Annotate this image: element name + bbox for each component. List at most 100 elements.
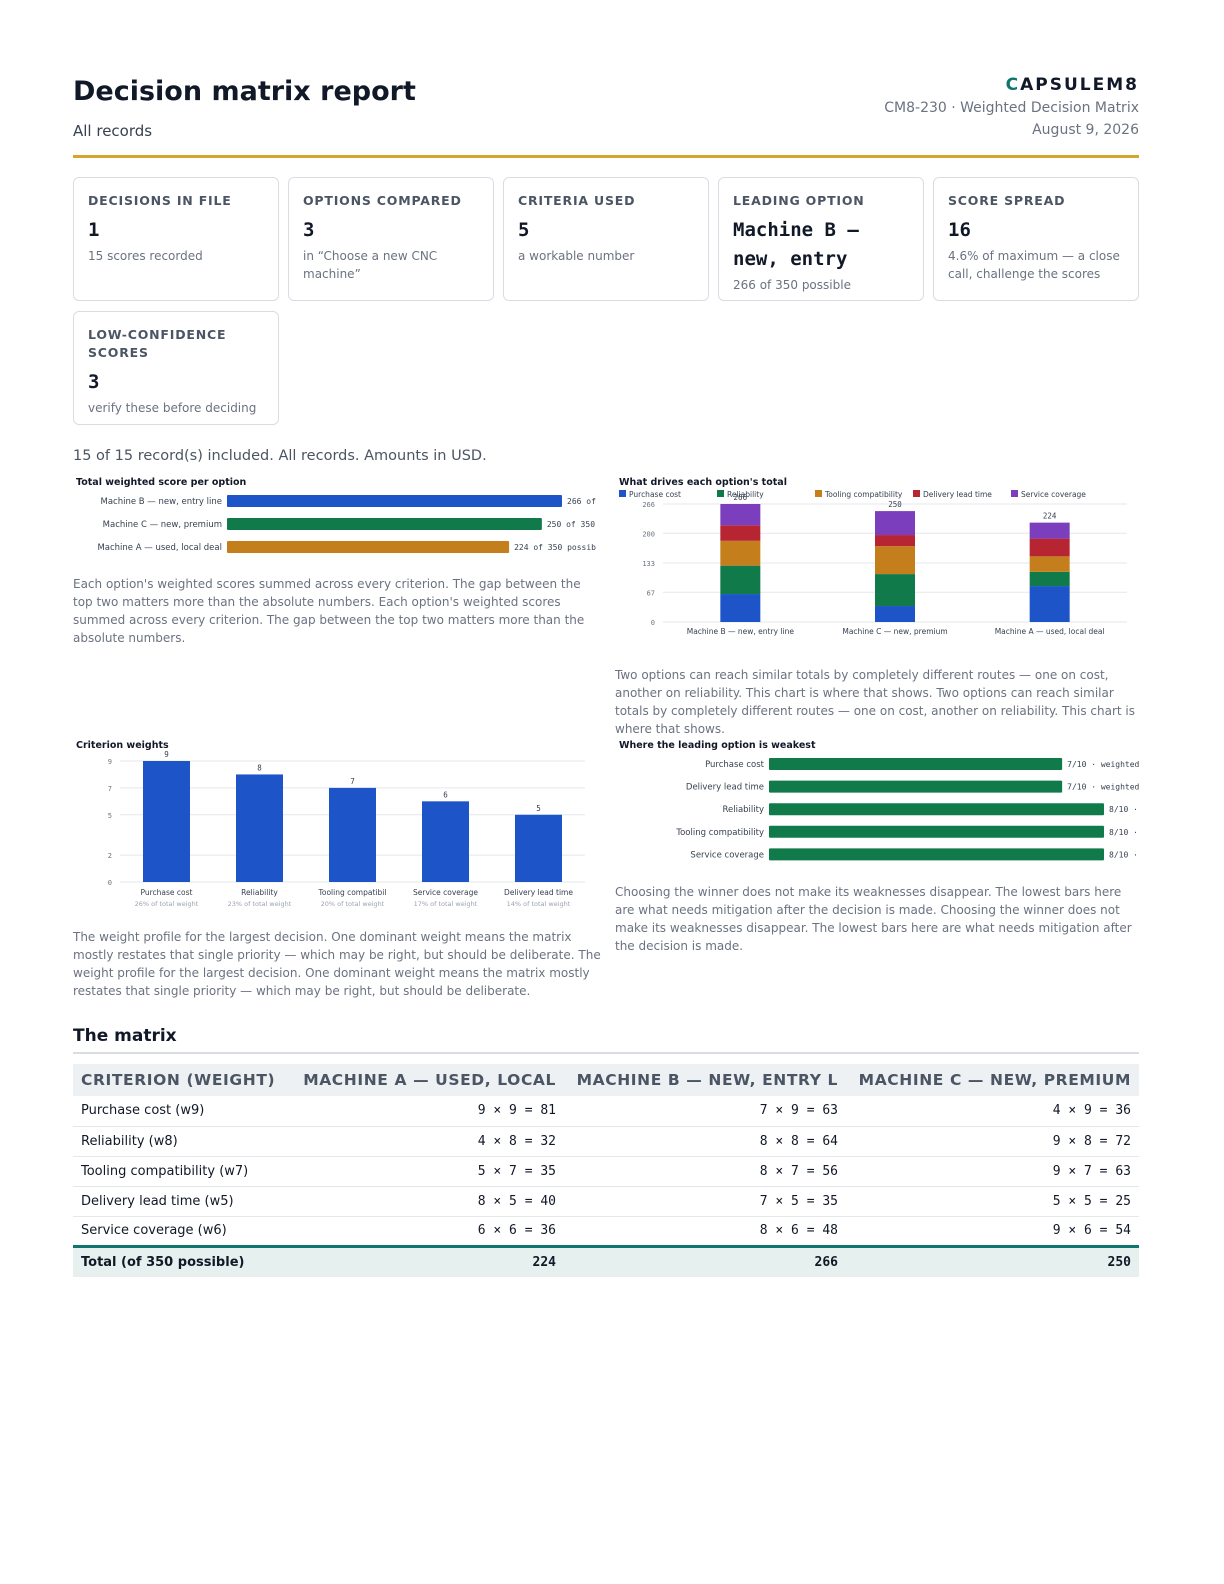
total-cell: 250	[846, 1244, 1139, 1277]
kpi-card-options: Options compared 3 in “Choose a new CNC …	[288, 177, 494, 301]
weight-bar	[236, 774, 283, 882]
legend-swatch	[1011, 490, 1018, 497]
y-tick-label: 133	[642, 560, 655, 568]
value-label: 8/10 ·	[1109, 828, 1138, 837]
score-bar	[769, 803, 1104, 816]
score-cell: 8 × 5 = 40	[295, 1186, 565, 1217]
criterion-cell: Tooling compatibility (w7)	[73, 1156, 296, 1187]
total-row: Total (of 350 possible) 224 266 250	[73, 1244, 1139, 1277]
brand-mark: C	[1005, 75, 1021, 95]
category-label: Machine C — new, premium	[842, 627, 947, 636]
report-date: August 9, 2026	[1032, 122, 1139, 138]
stacked-segment	[720, 594, 761, 622]
category-label: Machine B — new, entry line	[100, 497, 222, 507]
share-label: 20% of total weight	[321, 900, 385, 908]
share-label: 23% of total weight	[228, 900, 292, 908]
value-label: 5	[536, 804, 541, 813]
category-label: Purchase cost	[705, 760, 765, 770]
stacked-segment	[720, 525, 761, 541]
value-label: 6	[443, 790, 448, 799]
total-bar	[227, 541, 510, 553]
category-label: Tooling compatibility	[675, 828, 764, 838]
weight-bar	[515, 814, 562, 882]
category-label: Machine B — new, entry line	[687, 627, 795, 636]
kpi-note: in “Choose a new CNC machine”	[303, 249, 438, 281]
category-label: Service coverage	[690, 850, 764, 860]
weights-chart-caption: The weight profile for the largest decis…	[73, 930, 601, 998]
legend-swatch	[913, 490, 920, 497]
legend-label: Tooling compatibility	[824, 490, 903, 499]
value-label: 9	[164, 750, 169, 759]
score-bar	[769, 848, 1104, 861]
matrix-section-title: The matrix	[73, 1026, 1139, 1054]
kpi-card-criteria: Criteria used 5 a workable number	[503, 177, 709, 301]
kpi-card-low-confidence: Low-confidence scores 3 verify these bef…	[73, 311, 279, 425]
value-label: 8/10 ·	[1109, 850, 1138, 859]
page-title: Decision matrix report	[73, 76, 416, 107]
weight-bar	[422, 801, 469, 882]
kpi-value: 16	[948, 219, 971, 241]
stacked-segment	[1029, 538, 1070, 557]
score-cell: 8 × 6 = 48	[564, 1216, 847, 1247]
stacked-segment	[1029, 571, 1070, 587]
document-reference: CM8-230 · Weighted Decision Matrix	[884, 100, 1139, 116]
table-header-row: Criterion (weight) Machine A — used, loc…	[73, 1064, 1139, 1096]
value-label: 7/10 · weighted	[1067, 760, 1139, 769]
criterion-cell: Purchase cost (w9)	[73, 1096, 296, 1127]
drivers-chart: Purchase cost Reliability Tooling compatib…	[619, 490, 1127, 636]
score-bar	[769, 780, 1063, 793]
kpi-label: Low-confidence scores	[88, 327, 227, 360]
stacked-segment	[875, 606, 915, 622]
total-bar	[227, 495, 562, 507]
table-row: Delivery lead time (w5) 8 × 5 = 40 7 × 5…	[73, 1186, 1139, 1217]
y-tick-label: 7	[108, 785, 112, 793]
decision-matrix-table: Criterion (weight) Machine A — used, loc…	[73, 1064, 1139, 1277]
score-cell: 5 × 7 = 35	[295, 1156, 565, 1187]
weight-bar	[143, 761, 190, 882]
score-cell: 6 × 6 = 36	[295, 1216, 565, 1247]
y-tick-label: 67	[647, 589, 655, 597]
kpi-card-score-spread: Score spread 16 4.6% of maximum — a clos…	[933, 177, 1139, 301]
legend-label: Service coverage	[1021, 490, 1086, 499]
stacked-segment	[875, 574, 915, 607]
legend-swatch	[815, 490, 822, 497]
y-tick-label: 0	[651, 619, 655, 627]
column-header: Machine C — new, premium	[846, 1064, 1139, 1096]
kpi-note: 15 scores recorded	[88, 249, 203, 263]
value-label: 250 of 350	[547, 520, 595, 529]
category-label: Machine A — used, local deal	[995, 627, 1105, 636]
value-label: 224 of 350 possib	[514, 543, 596, 552]
y-tick-label: 9	[108, 758, 112, 766]
score-cell: 8 × 7 = 56	[564, 1156, 847, 1187]
table-row: Service coverage (w6) 6 × 6 = 36 8 × 6 =…	[73, 1216, 1139, 1247]
brand-logo: CAPSULEM8	[1006, 75, 1139, 95]
y-tick-label: 200	[642, 530, 655, 538]
totals-chart-caption: Each option's weighted scores summed acr…	[73, 577, 585, 645]
kpi-label: Criteria used	[518, 193, 636, 208]
records-summary: 15 of 15 record(s) included. All records…	[73, 448, 487, 464]
stacked-segment	[720, 540, 761, 566]
totals-chart: Machine B — new, entry line 266 of Machine…	[97, 495, 596, 553]
kpi-value: 1	[88, 219, 100, 241]
y-tick-label: 266	[642, 501, 655, 509]
share-label: 14% of total weight	[507, 900, 571, 908]
weight-bar	[329, 787, 376, 882]
share-label: 26% of total weight	[135, 900, 199, 908]
page-subtitle: All records	[73, 122, 153, 140]
totals-chart-title: Total weighted score per option	[76, 477, 247, 488]
score-bar	[769, 758, 1063, 770]
criterion-cell: Delivery lead time (w5)	[73, 1186, 296, 1217]
kpi-note: 4.6% of maximum — a close call, challeng…	[948, 249, 1120, 281]
value-label: 7	[350, 777, 355, 786]
stacked-segment	[875, 535, 915, 547]
stacked-segment	[720, 504, 761, 526]
legend-label: Purchase cost	[629, 490, 681, 499]
table-row: Reliability (w8) 4 × 8 = 32 8 × 8 = 64 9…	[73, 1126, 1139, 1157]
kpi-label: Leading option	[733, 193, 865, 208]
category-label: Tooling compatibil	[318, 888, 387, 897]
weakest-chart-title: Where the leading option is weakest	[619, 740, 816, 751]
drivers-chart-caption: Two options can reach similar totals by …	[615, 668, 1135, 736]
kpi-value: Machine B — new, entry	[733, 219, 859, 270]
kpi-value: 5	[518, 219, 530, 241]
value-label: 8	[257, 763, 262, 772]
